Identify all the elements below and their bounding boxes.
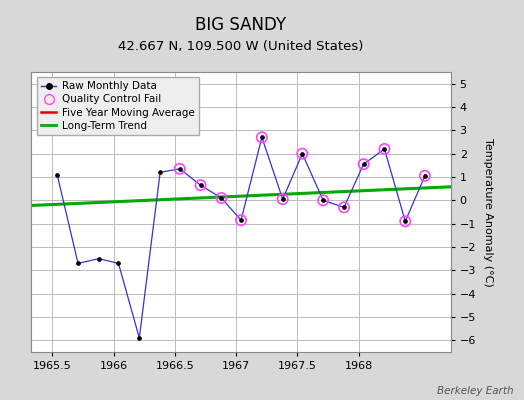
Point	[196, 182, 205, 188]
Point	[421, 173, 429, 179]
Point	[401, 218, 409, 224]
Text: 42.667 N, 109.500 W (United States): 42.667 N, 109.500 W (United States)	[118, 40, 364, 53]
Point	[380, 146, 389, 152]
Point	[217, 195, 226, 201]
Legend: Raw Monthly Data, Quality Control Fail, Five Year Moving Average, Long-Term Tren: Raw Monthly Data, Quality Control Fail, …	[37, 77, 199, 135]
Point	[359, 161, 368, 167]
Point	[319, 197, 328, 204]
Point	[258, 134, 266, 140]
Point	[176, 166, 184, 172]
Text: Berkeley Earth: Berkeley Earth	[437, 386, 514, 396]
Point	[279, 196, 287, 202]
Point	[298, 150, 307, 157]
Point	[237, 217, 245, 223]
Y-axis label: Temperature Anomaly (°C): Temperature Anomaly (°C)	[483, 138, 493, 286]
Point	[340, 204, 348, 210]
Text: BIG SANDY: BIG SANDY	[195, 16, 287, 34]
